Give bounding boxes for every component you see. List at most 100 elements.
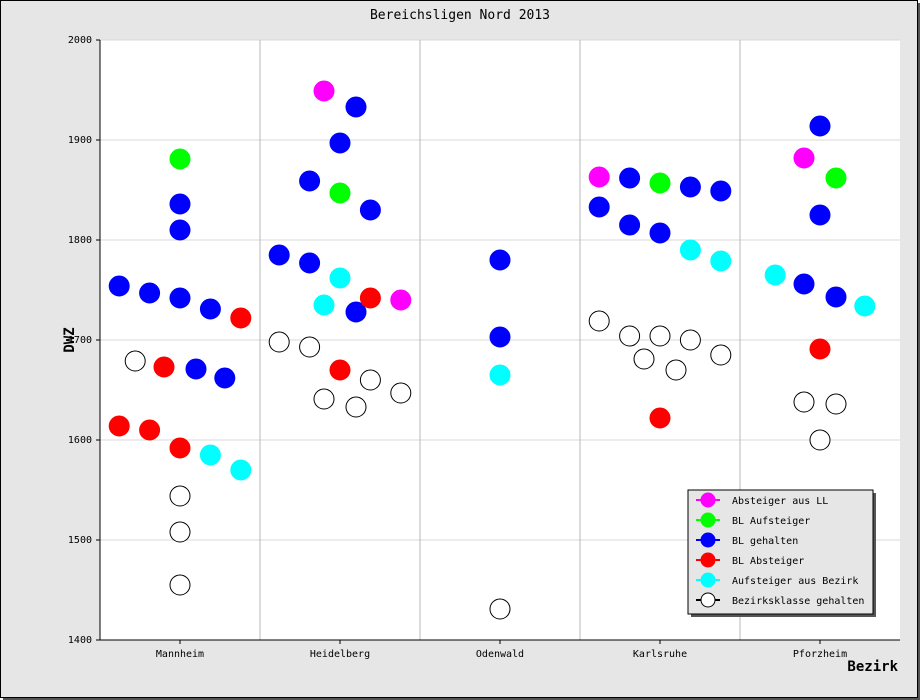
data-point (854, 295, 876, 317)
y-tick-label: 1400 (68, 635, 92, 646)
data-point (199, 444, 221, 466)
data-point (359, 199, 381, 221)
chart-title: Bereichsligen Nord 2013 (370, 8, 550, 23)
y-tick-label: 1800 (68, 235, 92, 246)
data-point (313, 80, 335, 102)
data-point (169, 287, 191, 309)
data-point (710, 344, 732, 366)
x-tick-label: Pforzheim (793, 649, 847, 660)
data-point (809, 204, 831, 226)
data-point (588, 196, 610, 218)
data-point (665, 359, 687, 381)
legend-label: Absteiger aus LL (732, 496, 828, 507)
data-point (299, 252, 321, 274)
data-point (710, 250, 732, 272)
data-point (489, 326, 511, 348)
data-point (679, 239, 701, 261)
data-point (268, 244, 290, 266)
data-point (809, 115, 831, 137)
data-point (329, 132, 351, 154)
data-point (649, 325, 671, 347)
data-points (108, 80, 876, 620)
data-point (139, 282, 161, 304)
data-point (359, 287, 381, 309)
data-point (345, 301, 367, 323)
data-point (793, 391, 815, 413)
data-point (299, 336, 321, 358)
data-point (329, 359, 351, 381)
data-point (649, 407, 671, 429)
data-point (169, 193, 191, 215)
data-point (825, 167, 847, 189)
data-point (230, 459, 252, 481)
y-tick-label: 1900 (68, 135, 92, 146)
y-tick-label: 1500 (68, 535, 92, 546)
data-point (649, 172, 671, 194)
data-point (313, 294, 335, 316)
x-tick-label: Mannheim (156, 649, 204, 660)
legend: Absteiger aus LL BL Aufsteiger BL gehalten… (687, 489, 876, 617)
legend-marker (700, 572, 716, 588)
data-point (108, 275, 130, 297)
data-point (214, 367, 236, 389)
axes: 1400 1500 1600 1700 1800 1900 2000 Mannheim Heid… (68, 35, 900, 660)
y-tick-label: 1600 (68, 435, 92, 446)
data-point (329, 267, 351, 289)
legend-label: Aufsteiger aus Bezirk (732, 576, 858, 587)
data-point (359, 369, 381, 391)
y-tick-label: 1700 (68, 335, 92, 346)
data-point (390, 289, 412, 311)
data-point (329, 182, 351, 204)
data-point (619, 325, 641, 347)
data-point (489, 364, 511, 386)
legend-marker (700, 492, 716, 508)
data-point (124, 350, 146, 372)
legend-label: BL gehalten (732, 536, 798, 547)
data-point (825, 393, 847, 415)
data-point (345, 396, 367, 418)
legend-marker (700, 552, 716, 568)
data-point (619, 214, 641, 236)
data-point (230, 307, 252, 329)
legend-label: Bezirksklasse gehalten (732, 596, 864, 607)
x-tick-label: Karlsruhe (633, 649, 687, 660)
data-point (809, 338, 831, 360)
data-point (679, 329, 701, 351)
data-point (649, 222, 671, 244)
data-point (633, 348, 655, 370)
legend-marker (700, 532, 716, 548)
data-point (153, 356, 175, 378)
y-tick-label: 2000 (68, 35, 92, 46)
data-point (619, 167, 641, 189)
data-point (169, 485, 191, 507)
data-point (268, 331, 290, 353)
data-point (169, 437, 191, 459)
x-tick-label: Odenwald (476, 649, 524, 660)
legend-box (687, 489, 874, 615)
data-point (679, 176, 701, 198)
legend-label: BL Aufsteiger (732, 516, 810, 527)
data-point (313, 388, 335, 410)
data-point (199, 298, 221, 320)
data-point (299, 170, 321, 192)
data-point (710, 180, 732, 202)
data-point (169, 219, 191, 241)
x-tick-label: Heidelberg (310, 649, 370, 660)
legend-marker (700, 592, 716, 608)
x-axis-label: Bezirk (847, 659, 898, 675)
legend-marker (700, 512, 716, 528)
data-point (588, 166, 610, 188)
data-point (588, 310, 610, 332)
data-point (390, 382, 412, 404)
data-point (185, 358, 207, 380)
data-point (169, 574, 191, 596)
data-point (108, 415, 130, 437)
data-point (139, 419, 161, 441)
data-point (345, 96, 367, 118)
data-point (793, 147, 815, 169)
data-point (169, 148, 191, 170)
data-point (793, 273, 815, 295)
data-point (489, 598, 511, 620)
legend-label: BL Absteiger (732, 556, 804, 567)
